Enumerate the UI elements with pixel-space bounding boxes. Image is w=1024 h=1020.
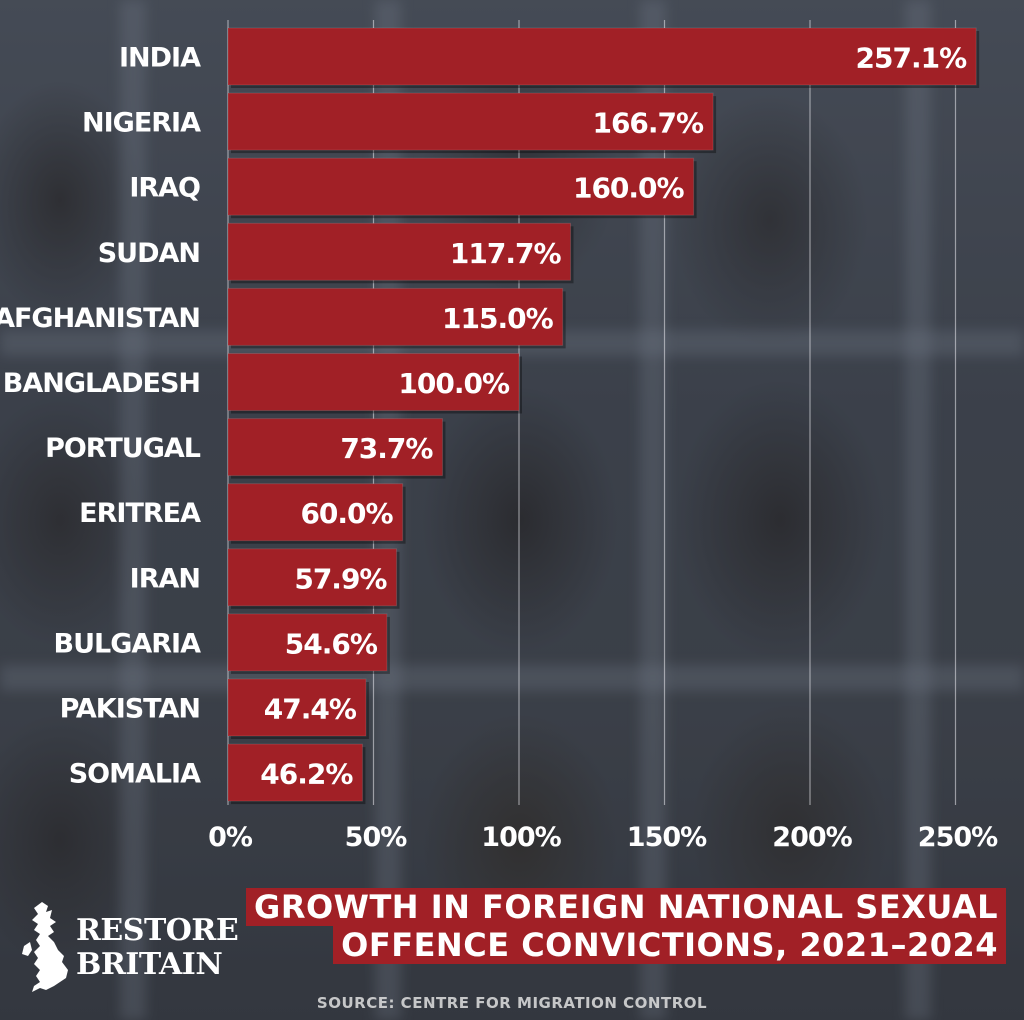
value-label: 166.7% <box>592 107 704 140</box>
value-label: 57.9% <box>294 562 387 595</box>
category-label: SOMALIA <box>69 759 201 790</box>
gridlines <box>227 20 957 805</box>
value-label: 115.0% <box>442 302 554 335</box>
category-label: BANGLADESH <box>3 368 200 399</box>
bar-group: AFGHANISTAN 115.0% <box>0 287 566 349</box>
restore-britain-logo: RESTORE BRITAIN <box>20 900 250 1000</box>
bar-group: BANGLADESH 100.0% <box>3 353 522 414</box>
chart-title-line-2: OFFENCE CONVICTIONS, 2021–2024 <box>333 926 1006 964</box>
logo-line-2: BRITAIN <box>76 947 223 982</box>
bar <box>227 548 397 607</box>
x-tick-label: 200% <box>772 822 852 853</box>
x-tick-label: 250% <box>918 822 998 853</box>
value-label: 60.0% <box>300 497 393 530</box>
category-label: NIGERIA <box>82 108 201 139</box>
x-tick-label: 100% <box>481 822 561 853</box>
bar <box>227 222 572 281</box>
category-label: IRAQ <box>129 173 200 204</box>
background-bar <box>0 665 1024 691</box>
bar <box>227 613 388 672</box>
x-tick-label: 150% <box>627 822 707 853</box>
category-label: AFGHANISTAN <box>0 303 200 334</box>
bar <box>227 418 443 477</box>
bar-group: PORTUGAL 73.7% <box>45 418 446 479</box>
bar-chart: INDIA 257.1% NIGERIA 166.7% IRAQ 160.0% SUDAN 1… <box>0 20 999 853</box>
bar <box>227 353 520 411</box>
value-label: 100.0% <box>398 367 510 400</box>
background-bar <box>120 0 146 1020</box>
bar <box>227 92 714 151</box>
bars: INDIA 257.1% NIGERIA 166.7% IRAQ 160.0% SUDAN 1… <box>0 27 980 805</box>
bar-group: SUDAN 117.7% <box>98 222 574 284</box>
value-label: 54.6% <box>285 627 378 660</box>
logo-text: RESTORE BRITAIN <box>76 913 239 982</box>
bar-group: IRAQ 160.0% <box>129 157 697 219</box>
category-label: PAKISTAN <box>60 694 200 725</box>
bar <box>227 27 977 86</box>
source-note: SOURCE: CENTRE FOR MIGRATION CONTROL <box>316 994 708 1012</box>
category-label: BULGARIA <box>54 628 202 659</box>
bar <box>227 483 404 542</box>
value-label: 160.0% <box>573 172 685 205</box>
bar-group: INDIA 257.1% <box>119 27 980 88</box>
x-tick-label: 0% <box>208 822 253 853</box>
category-label: SUDAN <box>98 238 200 269</box>
logo-line-1: RESTORE <box>76 913 239 948</box>
category-label: PORTUGAL <box>45 433 201 464</box>
category-label: ERITREA <box>79 498 201 529</box>
value-label: 117.7% <box>450 237 562 270</box>
bar-group: PAKISTAN 47.4% <box>60 678 369 739</box>
chart-title: GROWTH IN FOREIGN NATIONAL SEXUAL OFFENC… <box>246 888 1006 964</box>
bar <box>227 678 367 737</box>
bar <box>227 157 695 216</box>
value-label: 46.2% <box>260 758 353 791</box>
bar-group: NIGERIA 166.7% <box>82 92 717 154</box>
x-axis-ticks: 0% 50% 100% 150% 200% 250% <box>208 822 999 853</box>
bar <box>227 743 363 802</box>
value-label: 73.7% <box>340 432 433 465</box>
bar-group: SOMALIA 46.2% <box>69 743 366 805</box>
background-bar <box>905 0 931 1020</box>
x-tick-label: 50% <box>345 822 408 853</box>
chart-title-line-1: GROWTH IN FOREIGN NATIONAL SEXUAL <box>246 888 1006 926</box>
bar-group: ERITREA 60.0% <box>79 483 406 544</box>
bar <box>227 287 564 346</box>
value-label: 47.4% <box>264 693 357 726</box>
britain-map-icon <box>22 902 68 992</box>
category-label: INDIA <box>119 43 201 74</box>
bar-group: BULGARIA 54.6% <box>54 613 390 674</box>
category-label: IRAN <box>130 563 200 594</box>
bar-group: IRAN 57.9% <box>130 548 400 609</box>
value-label: 257.1% <box>856 42 968 75</box>
